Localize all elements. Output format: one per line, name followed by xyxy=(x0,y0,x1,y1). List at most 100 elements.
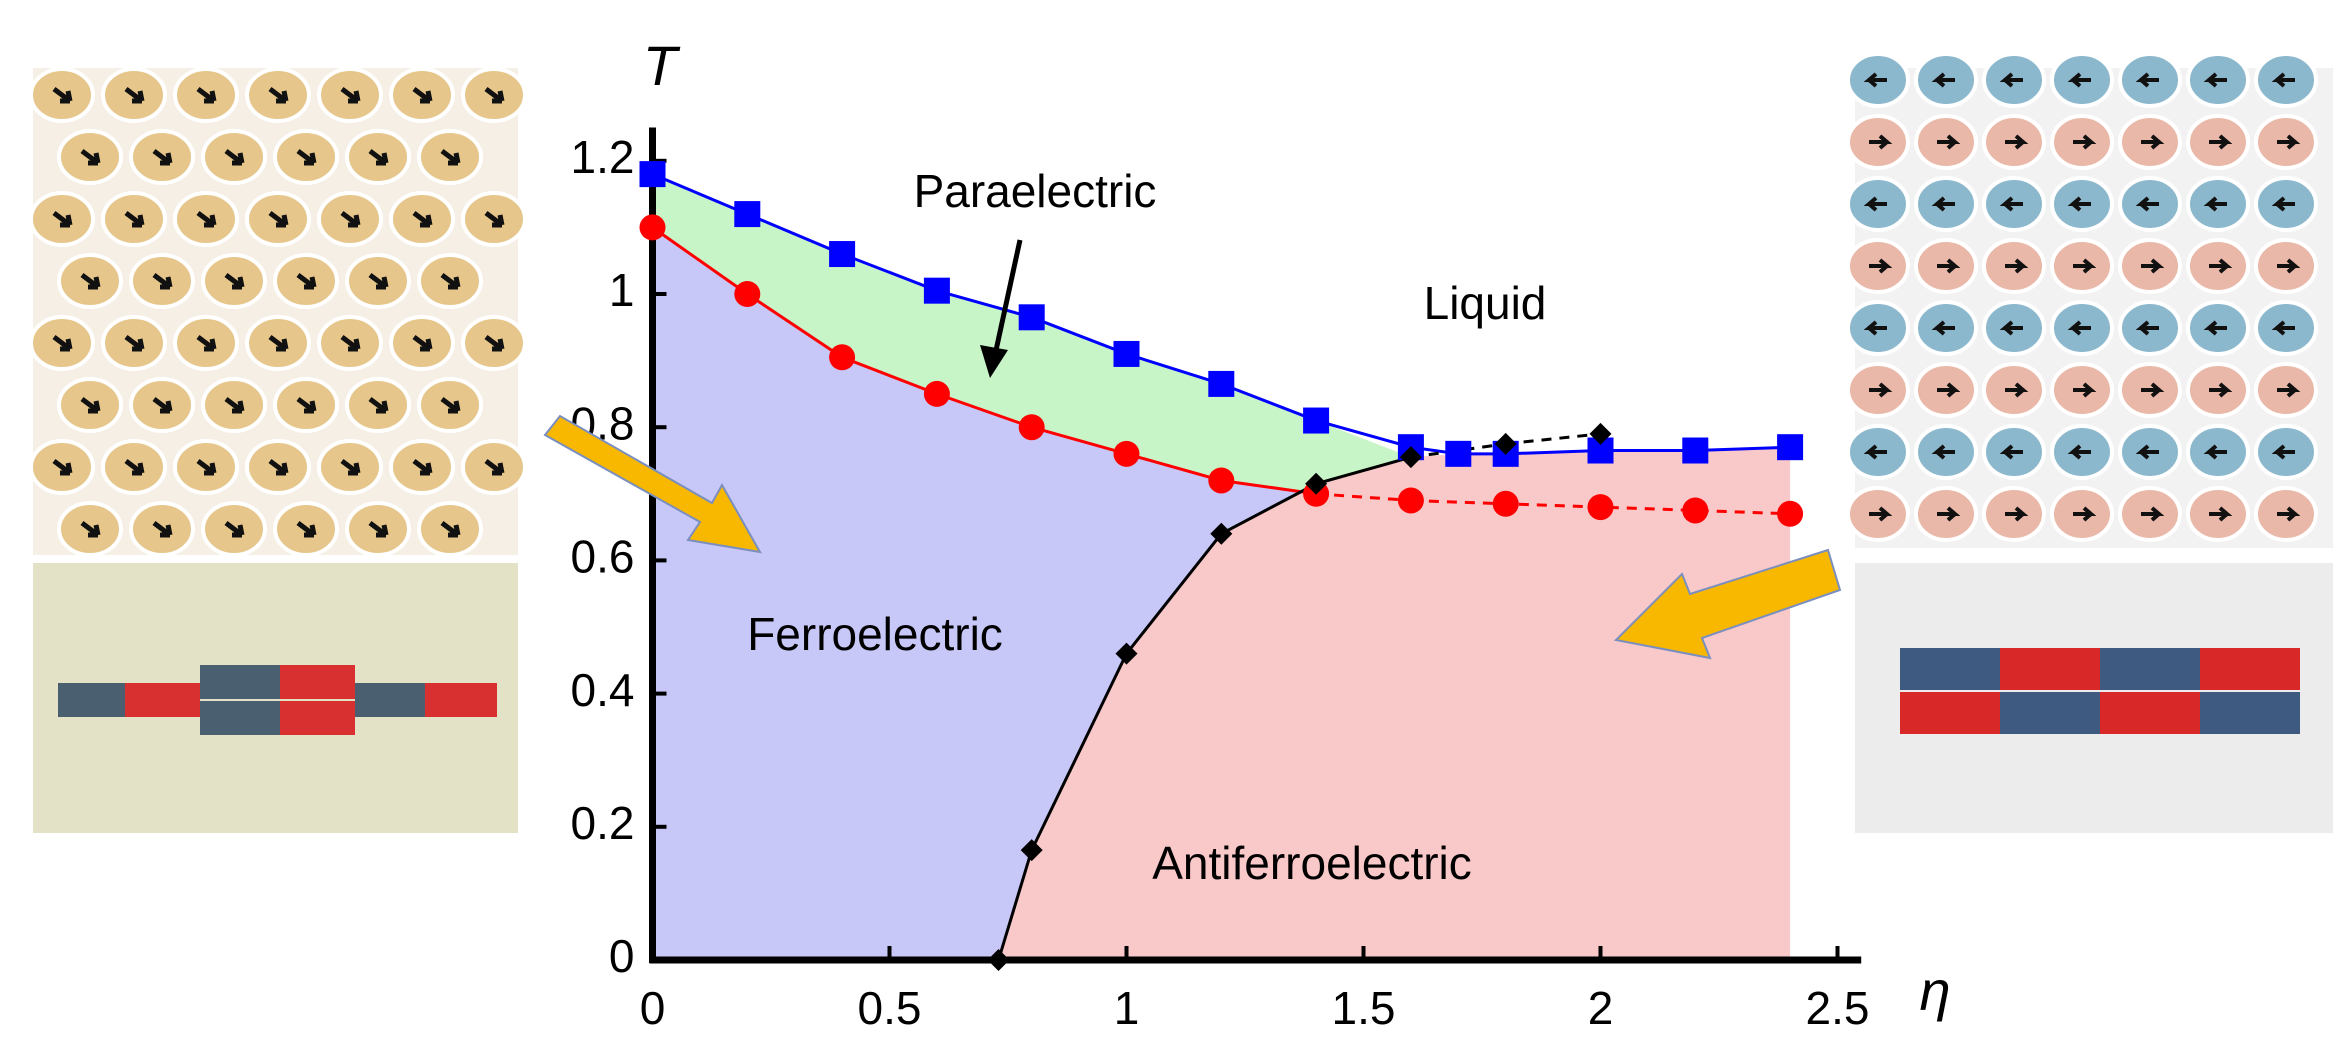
marker xyxy=(829,241,856,268)
dipole-arrow xyxy=(124,211,145,228)
dipole-arrow xyxy=(52,459,73,476)
dipole-arrow xyxy=(340,211,361,228)
marker xyxy=(1777,500,1804,527)
dipole-arrow xyxy=(224,521,245,538)
dipole-arrow xyxy=(1863,320,1887,336)
paraelectric-pointer xyxy=(992,239,1023,356)
dipole-arrow xyxy=(2135,444,2159,460)
dipole-arrow xyxy=(52,87,73,104)
y-tick-label: 0.2 xyxy=(571,797,635,849)
dipole-arrow xyxy=(1937,134,1961,150)
dipole-arrow xyxy=(340,459,361,476)
dipole-arrow xyxy=(2141,506,2165,522)
dipole-arrow xyxy=(368,149,389,166)
dipole-arrow xyxy=(80,397,101,414)
dipole-arrow xyxy=(296,397,317,414)
dipole-arrow xyxy=(1931,72,1955,88)
dipole-arrow xyxy=(2209,134,2233,150)
dipole-arrow xyxy=(412,87,433,104)
marker xyxy=(1018,414,1045,441)
x-axis-label: η xyxy=(1919,959,1950,1022)
region-label: Antiferroelectric xyxy=(1152,837,1472,889)
dipole-arrow xyxy=(268,459,289,476)
dipole-arrow xyxy=(2209,506,2233,522)
dipole-arrow xyxy=(1869,134,1893,150)
marker xyxy=(1020,839,1043,862)
dipole-arrow xyxy=(2271,196,2295,212)
dipole-arrow xyxy=(2277,506,2301,522)
region-label: Paraelectric xyxy=(914,165,1157,217)
marker xyxy=(1589,422,1612,445)
dipole-arrow xyxy=(2277,258,2301,274)
dipole-arrow xyxy=(2203,444,2227,460)
dipole-arrow xyxy=(2067,444,2091,460)
dipole-arrow xyxy=(296,521,317,538)
dipole-arrow xyxy=(2203,196,2227,212)
dipole-arrow xyxy=(268,211,289,228)
y-tick-label: 1 xyxy=(609,264,635,316)
dipole-arrow xyxy=(2073,382,2097,398)
marker xyxy=(923,380,950,407)
dipole-arrow xyxy=(52,211,73,228)
ferro-magnets xyxy=(58,665,497,735)
marker xyxy=(1210,522,1233,545)
dipole-arrow xyxy=(152,397,173,414)
dipole-arrow xyxy=(2067,320,2091,336)
dipole-arrow xyxy=(2271,320,2295,336)
marker xyxy=(639,161,666,188)
dipole-arrow xyxy=(2005,134,2029,150)
dipole-arrow xyxy=(2135,72,2159,88)
dipole-arrow xyxy=(2067,72,2091,88)
dipole-arrow xyxy=(484,335,505,352)
dipole-arrow xyxy=(484,211,505,228)
series-line xyxy=(651,172,1791,456)
marker xyxy=(1682,437,1709,464)
y-tick-label: 0.6 xyxy=(571,531,635,583)
dipole-arrow xyxy=(368,397,389,414)
series-line xyxy=(651,226,1317,496)
dipole-arrow xyxy=(1931,196,1955,212)
marker xyxy=(1115,642,1138,665)
x-tick-label: 2.5 xyxy=(1806,982,1870,1034)
dipole-arrow xyxy=(412,459,433,476)
marker xyxy=(1208,370,1235,397)
dipole-arrow xyxy=(1931,444,1955,460)
y-tick-label: 0.4 xyxy=(571,664,635,716)
ferroelectric-region xyxy=(652,227,1411,960)
dashed-connector xyxy=(1315,492,1412,502)
dipole-arrow xyxy=(2141,134,2165,150)
x-tick-label: 2 xyxy=(1588,982,1614,1034)
dipole-arrow xyxy=(2073,258,2097,274)
dipole-arrow xyxy=(80,521,101,538)
marker xyxy=(1208,467,1235,494)
y-axis-label: T xyxy=(643,34,681,97)
dipole-arrow xyxy=(224,397,245,414)
dipole-arrow xyxy=(1863,444,1887,460)
dipole-arrow xyxy=(296,149,317,166)
dipole-arrow xyxy=(2271,72,2295,88)
marker xyxy=(1682,497,1709,524)
dipole-arrow xyxy=(440,149,461,166)
marker xyxy=(1494,432,1517,455)
arrow-ferro xyxy=(543,414,762,554)
dipole-arrow xyxy=(152,149,173,166)
dipole-arrow xyxy=(412,211,433,228)
dipole-arrow xyxy=(196,335,217,352)
dipole-arrow xyxy=(196,459,217,476)
dipole-arrow xyxy=(80,149,101,166)
dipole-arrow xyxy=(152,521,173,538)
dipole-arrow xyxy=(1937,258,1961,274)
dipole-arrow xyxy=(224,149,245,166)
dipole-arrow xyxy=(340,87,361,104)
dipole-arrow xyxy=(2073,134,2097,150)
dipole-arrow xyxy=(224,273,245,290)
region-label: Liquid xyxy=(1424,277,1547,329)
dipole-arrow xyxy=(368,521,389,538)
marker xyxy=(1777,434,1804,461)
marker xyxy=(987,949,1010,971)
dipole-arrow xyxy=(440,273,461,290)
marker xyxy=(1587,494,1614,521)
dipole-arrow xyxy=(1869,258,1893,274)
marker xyxy=(639,214,666,241)
marker xyxy=(1399,446,1422,469)
